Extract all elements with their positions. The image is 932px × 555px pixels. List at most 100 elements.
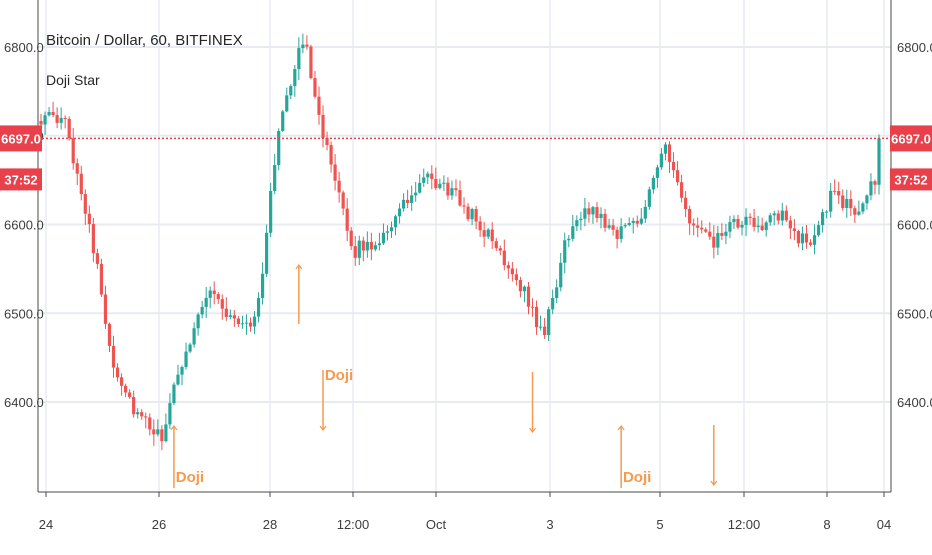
candle-body[interactable] [426, 173, 430, 178]
candle-body[interactable] [732, 218, 736, 223]
candle-body[interactable] [337, 180, 341, 193]
candle-body[interactable] [800, 233, 805, 244]
candle-body[interactable] [152, 429, 156, 435]
candle-body[interactable] [760, 225, 764, 231]
candle-body[interactable] [393, 216, 398, 228]
candle-body[interactable] [446, 182, 450, 196]
candle-body[interactable] [679, 182, 684, 198]
candle-body[interactable] [820, 212, 825, 226]
candle-body[interactable] [607, 225, 611, 228]
candle-body[interactable] [377, 243, 382, 246]
candle-body[interactable] [784, 210, 788, 221]
candle-body[interactable] [232, 315, 236, 319]
candle-body[interactable] [381, 232, 386, 244]
candle-body[interactable] [369, 241, 373, 250]
candle-body[interactable] [559, 262, 563, 288]
candle-body[interactable] [671, 161, 676, 171]
candle-body[interactable] [454, 188, 458, 191]
candle-body[interactable] [103, 294, 108, 324]
candle-body[interactable] [67, 118, 71, 139]
candle-body[interactable] [305, 44, 309, 47]
candle-body[interactable] [172, 384, 176, 404]
candle-body[interactable] [156, 429, 160, 435]
candle-body[interactable] [442, 182, 446, 184]
candle-body[interactable] [132, 397, 136, 415]
candle-body[interactable] [361, 240, 365, 251]
candle-body[interactable] [256, 297, 261, 317]
candle-body[interactable] [124, 385, 128, 393]
candle-body[interactable] [277, 130, 281, 166]
candle-body[interactable] [792, 228, 796, 232]
candle-body[interactable] [530, 306, 535, 308]
candle-body[interactable] [837, 191, 841, 196]
candle-body[interactable] [579, 218, 583, 221]
candle-body[interactable] [740, 224, 744, 228]
candle-body[interactable] [317, 96, 321, 115]
candle-body[interactable] [164, 424, 168, 442]
candle-body[interactable] [526, 286, 531, 307]
candle-body[interactable] [692, 223, 696, 226]
candle-body[interactable] [357, 240, 361, 258]
candle-body[interactable] [631, 220, 635, 223]
candle-body[interactable] [430, 173, 434, 179]
candle-body[interactable] [434, 178, 438, 189]
candle-body[interactable] [313, 78, 317, 97]
candle-body[interactable] [478, 221, 482, 231]
candle-body[interactable] [865, 195, 869, 204]
candle-body[interactable] [160, 429, 164, 442]
candle-body[interactable] [192, 328, 196, 345]
candle-body[interactable] [768, 215, 772, 223]
candle-body[interactable] [410, 195, 414, 203]
candle-body[interactable] [43, 115, 47, 125]
candle-body[interactable] [583, 208, 587, 219]
candle-body[interactable] [752, 217, 756, 227]
candles[interactable] [39, 33, 881, 451]
candle-body[interactable] [196, 314, 200, 329]
candle-body[interactable] [873, 181, 877, 185]
candle-body[interactable] [136, 412, 140, 415]
candle-body[interactable] [555, 287, 559, 298]
candle-body[interactable] [514, 274, 519, 281]
candle-body[interactable] [184, 351, 188, 367]
candle-body[interactable] [825, 211, 829, 213]
candle-body[interactable] [603, 213, 607, 228]
candle-body[interactable] [99, 263, 104, 295]
candle-body[interactable] [248, 322, 253, 327]
candle-body[interactable] [543, 326, 547, 336]
candle-body[interactable] [474, 209, 478, 222]
candle-body[interactable] [502, 250, 506, 266]
candle-body[interactable] [236, 318, 241, 324]
candle-body[interactable] [462, 205, 466, 207]
candle-body[interactable] [506, 265, 510, 269]
candle-body[interactable] [482, 230, 486, 237]
candle-body[interactable] [289, 86, 293, 96]
candle-body[interactable] [269, 190, 273, 233]
candle-body[interactable] [414, 192, 418, 196]
candle-body[interactable] [168, 403, 172, 425]
candle-body[interactable] [696, 225, 700, 228]
candle-body[interactable] [293, 69, 297, 87]
candle-body[interactable] [466, 206, 470, 220]
candle-body[interactable] [188, 344, 192, 352]
candle-body[interactable] [438, 183, 442, 189]
candle-body[interactable] [176, 374, 180, 385]
candle-body[interactable] [728, 222, 732, 232]
candle-body[interactable] [285, 95, 289, 112]
candle-body[interactable] [297, 48, 301, 70]
candle-body[interactable] [128, 392, 132, 398]
candle-body[interactable] [812, 235, 817, 245]
candle-body[interactable] [877, 138, 881, 185]
candle-body[interactable] [95, 253, 100, 264]
candle-body[interactable] [450, 188, 454, 196]
candle-body[interactable] [494, 241, 498, 249]
candle-body[interactable] [655, 167, 660, 178]
candle-body[interactable] [551, 297, 555, 310]
candle-body[interactable] [148, 417, 152, 430]
candle-body[interactable] [776, 213, 780, 221]
candle-body[interactable] [345, 208, 349, 231]
candle-body[interactable] [627, 222, 631, 226]
candle-body[interactable] [804, 233, 809, 243]
candle-body[interactable] [724, 231, 728, 236]
candle-body[interactable] [180, 366, 184, 375]
